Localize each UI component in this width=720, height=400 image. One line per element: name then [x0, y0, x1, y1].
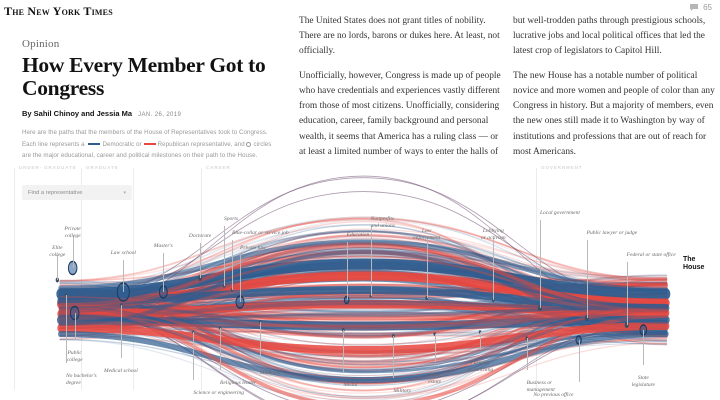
node-label-military: Military — [393, 388, 412, 394]
node-label-private-college: Private college — [64, 226, 81, 239]
leader-line — [343, 330, 345, 372]
leader-line — [540, 220, 541, 308]
comment-icon — [690, 3, 699, 12]
node-label-farming-or-ranching: Farming or ranching — [466, 360, 494, 373]
leader-line — [74, 313, 76, 340]
chevron-down-icon: ▾ — [123, 189, 126, 196]
leader-line — [643, 330, 645, 365]
section-header-undergraduate: UNDER- GRADUATE — [19, 165, 77, 170]
node-label-public-lawyer-or-judge: Public lawyer or judge — [586, 230, 638, 236]
leader-line — [586, 240, 588, 318]
flow-ribbons — [55, 175, 671, 400]
leader-line — [193, 332, 195, 380]
leader-line — [480, 332, 481, 350]
leader-line — [526, 338, 528, 370]
node-federal-or-state-office[interactable] — [624, 322, 629, 328]
node-label-media: Media — [343, 382, 358, 388]
leader-line — [232, 240, 233, 290]
leader-line — [224, 226, 225, 286]
node-label-doctorate: Doctorate — [188, 233, 212, 239]
republican-swatch — [143, 143, 156, 146]
node-label-science-or-engineering: Science or engineering — [193, 390, 245, 396]
leader-line — [393, 336, 395, 378]
publish-date: JAN. 26, 2019 — [138, 112, 182, 119]
leader-line — [57, 255, 59, 280]
node-label-sports: Sports — [224, 216, 239, 222]
node-label-federal-or-state-office: Federal or state office — [626, 252, 676, 258]
comment-count[interactable]: 65 — [690, 3, 712, 12]
node-label-law-school: Law school — [110, 250, 136, 256]
node-label-medical-school: Medical school — [104, 368, 138, 374]
node-label-state-legislature: State legislature — [631, 375, 655, 388]
node-label-real-estate: Real estate — [428, 372, 442, 385]
node-label-religious-leader: Religious leader — [220, 380, 257, 386]
node-label-elite-college: Elite college — [49, 245, 66, 258]
node-label-education: Education — [346, 232, 370, 238]
section-divider — [133, 168, 134, 390]
leader-line — [346, 242, 348, 300]
byline: By Sahil Chinoy and Jessia Ma JAN. 26, 2… — [22, 109, 272, 118]
leader-line — [370, 226, 372, 296]
leader-line — [578, 340, 580, 382]
dropdown-label: Find a representative — [28, 189, 83, 196]
article-header: Opinion How Every Member Got to Congress… — [22, 38, 272, 173]
comment-count-value: 65 — [703, 3, 712, 12]
leader-line — [434, 334, 436, 362]
democrat-swatch — [88, 143, 101, 146]
node-public-lawyer-or-judge[interactable] — [584, 315, 589, 321]
leader-line — [240, 255, 241, 302]
node-label-nonprofits-and-unions: Nonprofits and unions — [370, 216, 395, 229]
leader-line — [66, 295, 67, 363]
section-divider — [81, 168, 82, 390]
node-local-government[interactable] — [538, 305, 542, 311]
node-label-lobbying-or-activism: Lobbying or activism — [481, 228, 506, 241]
leader-line — [493, 238, 495, 300]
leader-line — [200, 243, 201, 278]
leader-line — [220, 328, 221, 370]
the-house-label: The House — [683, 256, 705, 272]
node-label-no-previous-office: No previous office — [533, 392, 574, 398]
section-header-graduate: GRADUATE — [86, 165, 119, 170]
summary-text-1: Here are the paths that the members of t… — [22, 129, 268, 148]
section-header-career: CAREER — [206, 165, 231, 170]
alluvial-chart[interactable]: UNDER- GRADUATE GRADUATE CAREER GOVERNME… — [0, 160, 720, 400]
node-label-no-bachelors-degree: No bachelor's degree — [66, 373, 97, 386]
paragraph: but well-trodden paths through prestigio… — [513, 16, 706, 57]
node-label-law-enforcement: Law enforcement — [413, 228, 441, 241]
node-label-masters: Master's — [153, 243, 173, 249]
node-label-medicine: Medicine — [260, 370, 281, 376]
byline-authors[interactable]: By Sahil Chinoy and Jessia Ma — [22, 109, 133, 119]
node-label-private-law: Private law — [240, 245, 266, 251]
node-label-local-government: Local government — [540, 210, 580, 216]
summary-republican: Republican representative, and — [157, 140, 245, 148]
summary-democrat: Democratic or — [102, 140, 142, 148]
leader-line — [72, 236, 74, 268]
nyt-masthead-logo[interactable]: The New York Times — [4, 4, 113, 18]
paragraph: The United States does not grant titles … — [299, 16, 500, 57]
find-representative-dropdown[interactable]: Find a representative ▾ — [22, 185, 132, 200]
page-title: How Every Member Got to Congress — [22, 53, 266, 101]
paragraph: The new House has a notable number of po… — [513, 70, 715, 157]
node-label-blue-collar-or-service-job: Blue-collar or service job — [232, 230, 289, 236]
leader-line — [123, 260, 125, 292]
node-doctorate[interactable] — [198, 275, 202, 281]
leader-line — [121, 305, 123, 358]
node-label-public-college: Public college — [66, 350, 83, 363]
section-divider — [14, 168, 15, 390]
section-header-government: GOVERNMENT — [541, 165, 583, 170]
leader-line — [626, 262, 628, 325]
leader-line — [163, 253, 165, 292]
circle-swatch-icon — [245, 141, 251, 147]
leader-line — [426, 238, 428, 298]
section-kicker[interactable]: Opinion — [22, 38, 60, 50]
leader-line — [260, 322, 261, 360]
node-label-business-or-management: Business or management — [526, 380, 555, 393]
